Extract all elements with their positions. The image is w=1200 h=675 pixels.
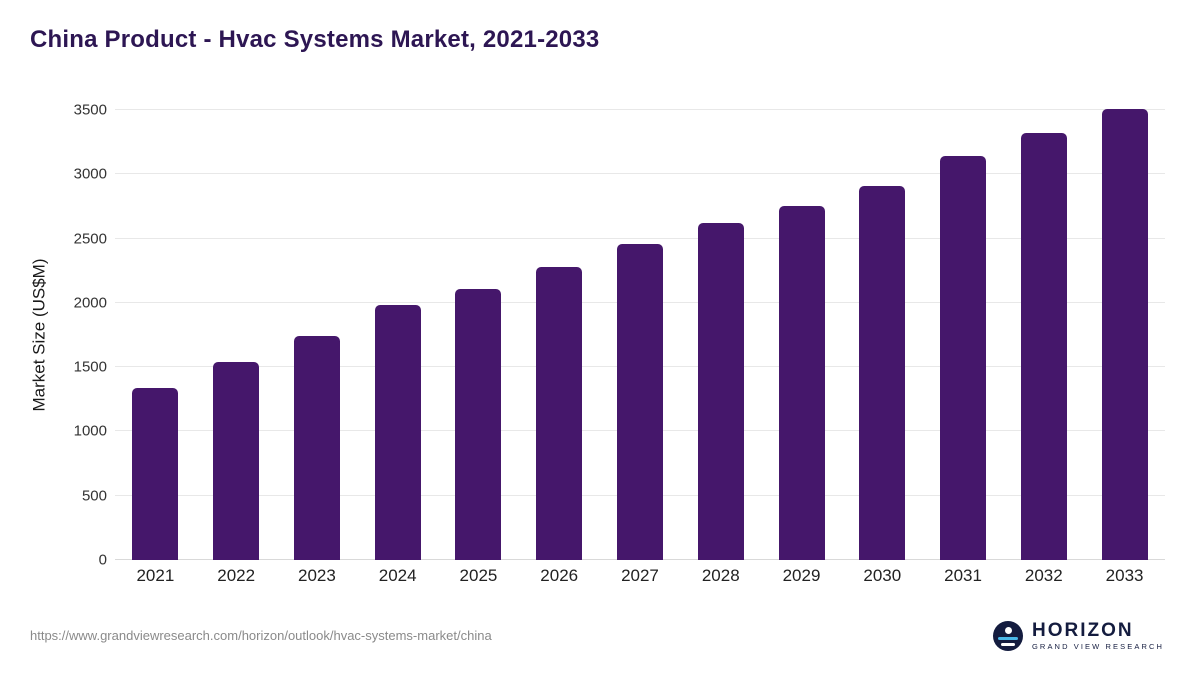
x-tick-label: 2028: [701, 566, 740, 585]
plot-area: [115, 108, 1165, 560]
y-tick-label: 500: [81, 487, 107, 505]
x-tick-label: 2023: [298, 566, 336, 585]
bar-group: [519, 110, 600, 560]
x-tick-label: 2027: [621, 566, 659, 585]
x-axis-ticks: 2021 2022 2023 2024 2025 2026 2027 2028 2029 2030…: [115, 566, 1165, 586]
y-axis-ticks: 0 500 1000 1500 2000 2500 3000 3500: [55, 102, 107, 569]
bar-2024: [374, 305, 421, 560]
x-tick-label: 2032: [1024, 566, 1063, 585]
logo-subtitle: GRAND VIEW RESEARCH: [1032, 642, 1164, 652]
bars-row: [115, 108, 1165, 560]
x-tick-label: 2031: [944, 566, 982, 585]
bar-2026: [536, 266, 583, 560]
bar-2028: [697, 223, 744, 560]
logo-sun-dot: [1004, 627, 1012, 634]
bar-2023: [293, 336, 340, 560]
x-tick-label: 2021: [136, 566, 175, 585]
bar-group: [600, 110, 681, 560]
bar-2027: [616, 243, 663, 560]
x-tick-label: 2033: [1105, 566, 1144, 585]
y-tick-label: 1000: [73, 422, 107, 440]
bar-group: [277, 110, 358, 560]
bar-2031: [940, 156, 987, 560]
bar-group: [680, 110, 761, 560]
y-tick-label: 3000: [73, 165, 107, 183]
bar-group: [1003, 110, 1084, 560]
bar-2030: [859, 185, 906, 560]
gridline: [115, 109, 1165, 110]
gridline: [115, 237, 1165, 239]
bar-2025: [455, 288, 502, 560]
logo-wave-blue: [998, 637, 1018, 640]
bar-group: [842, 110, 923, 560]
source-url: https://www.grandviewresearch.com/horizo…: [30, 628, 492, 643]
y-tick-label: 3500: [73, 101, 107, 119]
bar-2029: [778, 206, 825, 560]
y-tick-label: 2000: [73, 294, 107, 312]
bar-group: [761, 110, 842, 560]
y-axis-title: Market Size (US$M): [30, 110, 50, 560]
bar-2032: [1020, 133, 1067, 560]
bar-group: [196, 110, 277, 560]
gridline: [115, 173, 1165, 175]
logo-wave-white: [1001, 643, 1015, 646]
x-tick-label: 2030: [863, 566, 902, 585]
bar-group: [1084, 108, 1165, 560]
x-tick-label: 2022: [217, 566, 256, 585]
bar-2033: [1101, 108, 1148, 560]
logo-name: HORIZON: [1032, 620, 1134, 642]
bar-group: [438, 110, 519, 560]
chart-title: China Product - Hvac Systems Market, 202…: [30, 26, 600, 53]
bar-group: [115, 110, 196, 560]
x-tick-label: 2025: [459, 566, 498, 585]
y-axis-title-text: Market Size (US$M): [30, 258, 49, 412]
horizon-logo-icon: [993, 621, 1023, 651]
logo-text: HORIZON GRAND VIEW RESEARCH: [1032, 621, 1164, 651]
bar-2021: [132, 387, 179, 560]
bar-2022: [213, 362, 260, 560]
x-tick-label: 2029: [782, 566, 821, 585]
y-tick-label: 0: [98, 551, 107, 569]
bar-group: [357, 110, 438, 560]
y-tick-label: 2500: [73, 230, 107, 248]
bar-group: [923, 110, 1004, 560]
brand-logo: HORIZON GRAND VIEW RESEARCH: [993, 621, 1164, 651]
x-tick-label: 2024: [378, 566, 417, 585]
x-tick-label: 2026: [540, 566, 579, 585]
y-tick-label: 1500: [73, 358, 107, 376]
